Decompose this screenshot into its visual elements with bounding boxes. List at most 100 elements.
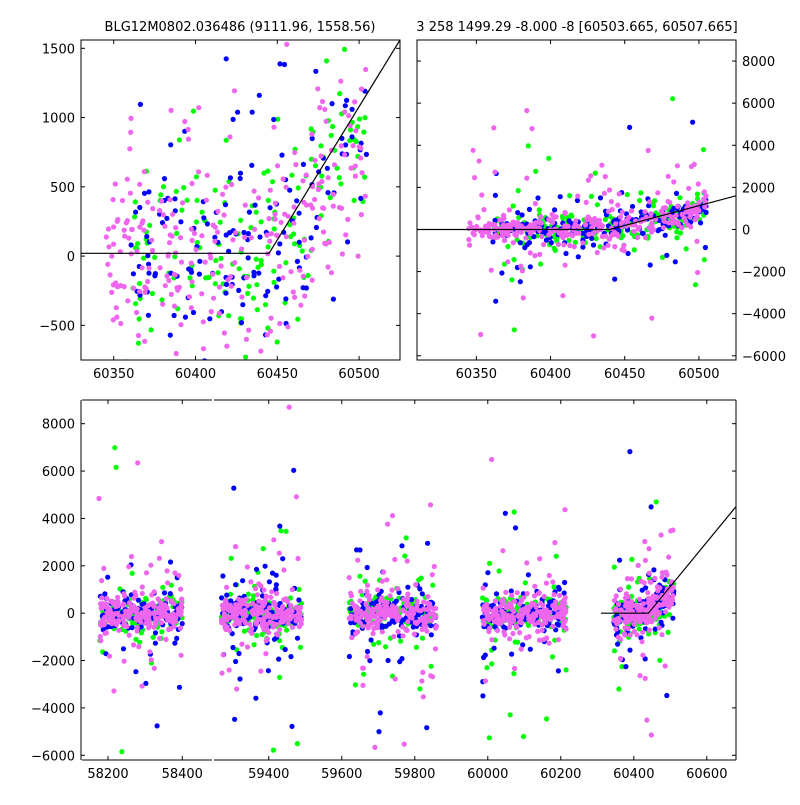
data-point [636,619,642,625]
y-tick-label: −4000 [742,308,786,323]
data-point [246,209,252,215]
y-tick-label: −4000 [31,702,75,717]
data-point [208,309,214,315]
data-point [202,358,208,360]
data-point [185,136,192,142]
data-point [131,595,137,601]
data-point [273,586,279,592]
x-tick-label: 60400 [175,367,216,382]
data-point [172,570,178,576]
data-point [174,230,180,236]
data-point [575,254,581,260]
data-point [501,237,507,244]
data-point [616,686,622,692]
data-point [188,305,194,311]
data-point [336,175,342,181]
data-point [344,97,350,103]
data-point [373,605,379,612]
data-point [256,195,262,201]
data-point [507,617,513,623]
data-point [492,169,498,175]
data-point [212,281,218,287]
data-point [482,678,488,684]
data-point [634,234,641,241]
data-point [232,622,238,628]
data-point [287,222,293,228]
data-point [555,637,562,643]
data-point [109,253,115,259]
data-point [125,298,131,304]
data-point [176,572,182,579]
data-point [115,216,121,223]
data-point [529,600,535,607]
data-point [288,602,294,609]
data-point [337,91,343,97]
data-point [358,155,364,161]
data-point [481,621,487,627]
data-point [212,187,218,193]
data-point [146,189,152,195]
data-point [655,228,661,234]
data-point [556,605,562,611]
data-point [279,152,285,158]
data-point [494,619,500,625]
data-point [484,665,490,671]
data-point [122,593,128,599]
data-point [480,595,486,601]
data-point [124,624,130,630]
data-point [631,628,638,635]
data-point [128,115,134,121]
data-point [232,260,238,266]
data-point [467,242,473,248]
data-point [244,564,250,570]
data-point [261,170,267,176]
data-point [562,209,568,216]
data-point [572,221,578,227]
data-point [670,615,676,621]
data-point [260,546,266,552]
data-point [651,610,658,616]
data-point [658,532,664,538]
data-point [305,272,311,279]
y-tick-label: 6000 [742,97,775,112]
data-point [385,611,391,618]
data-point [664,692,670,699]
data-point [264,608,270,615]
data-point [492,598,498,604]
data-point [160,212,166,218]
data-point [308,235,314,241]
data-point [379,595,385,601]
data-point [130,621,136,627]
data-point [203,197,209,203]
data-point [272,211,278,217]
data-point [591,333,597,339]
data-point [267,238,273,244]
y-tick-label: −6000 [31,749,75,764]
data-point [147,649,153,655]
data-point [318,153,324,159]
data-point [561,604,567,611]
left-panel-title: BLG12M0802.036486 (9111.96, 1558.56) [105,20,376,35]
data-point [204,172,210,178]
data-point [499,608,505,615]
data-point [492,222,498,228]
data-point [556,592,563,599]
data-point [269,589,275,595]
data-point [193,219,199,225]
data-point [409,615,415,621]
data-point [166,277,172,284]
data-point [358,588,364,595]
data-point [168,142,174,148]
data-point [199,233,205,239]
data-point [532,621,538,627]
data-point [220,191,226,197]
data-point [433,605,439,612]
data-point [616,191,622,197]
data-point [290,289,296,295]
data-point [271,279,277,285]
data-point [666,554,672,560]
data-point [144,233,150,240]
data-point [253,566,260,572]
data-point [364,588,370,594]
data-point [523,235,529,241]
